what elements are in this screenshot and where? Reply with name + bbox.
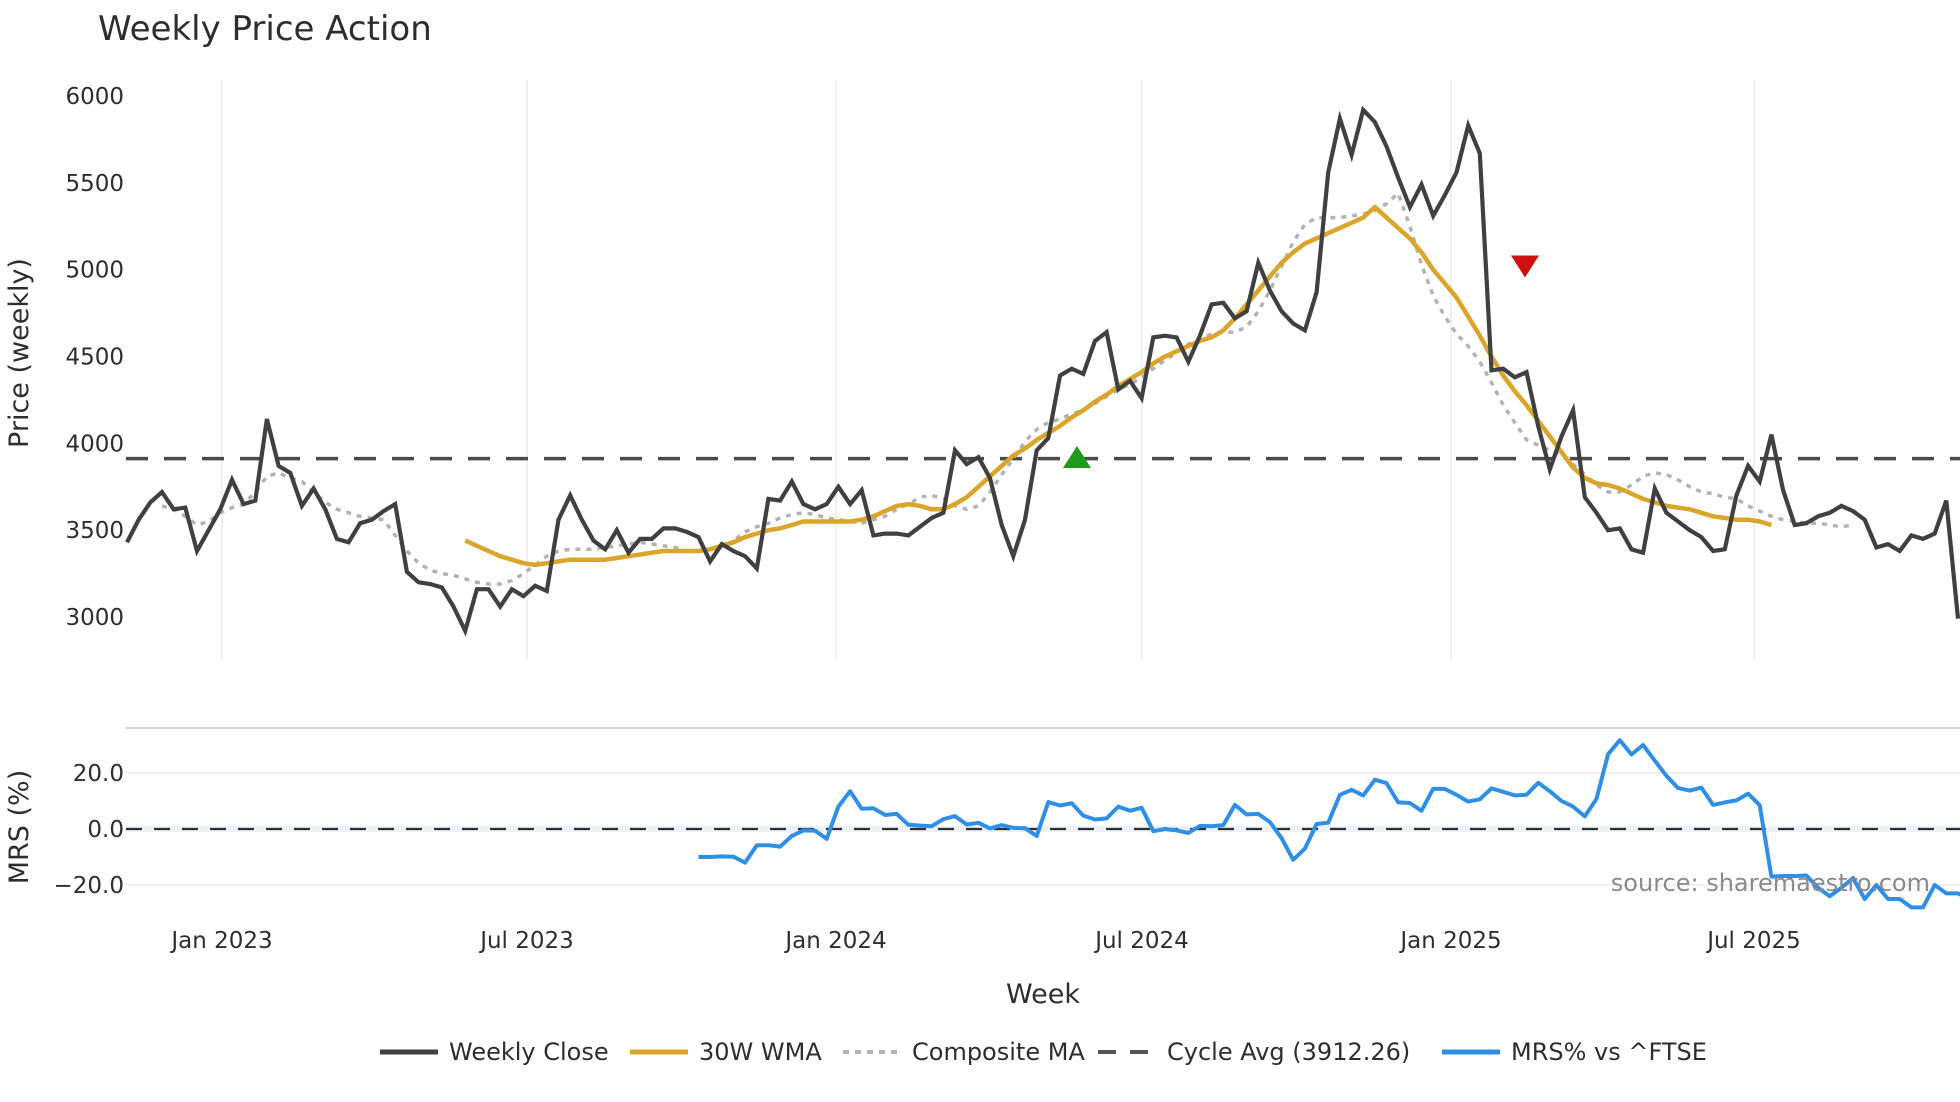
price-y-tick: 5000 [65,258,124,284]
mrs-y-axis-label: MRS (%) [4,770,35,885]
legend-label: Composite MA [912,1038,1085,1066]
mrs-y-ticks: 20.0 0.0 −20.0 [54,761,124,899]
mrs-y-tick: 20.0 [73,761,124,787]
legend-label: 30W WMA [699,1038,822,1066]
x-ticks: Jan 2023 Jul 2023 Jan 2024 Jul 2024 Jan 2025… [169,928,1800,954]
price-y-tick: 5500 [65,171,124,197]
price-gridlines [221,80,1755,660]
chart-title: Weekly Price Action [98,9,432,49]
mrs-line [698,738,1960,910]
x-tick: Jan 2023 [169,928,272,954]
x-tick: Jan 2024 [783,928,886,954]
weekly-close-line [125,105,1960,637]
sell-signal-icon [1511,255,1539,278]
price-y-tick: 4000 [65,431,124,457]
price-y-ticks: 6000 5500 5000 4500 4000 3500 3000 [65,84,124,631]
legend-item[interactable]: 30W WMA [630,1038,822,1066]
legend-item[interactable]: Composite MA [843,1038,1085,1066]
composite-ma-line [161,190,1854,586]
x-tick: Jan 2025 [1398,928,1501,954]
price-y-tick: 4500 [65,345,124,371]
legend-item[interactable]: Weekly Close [380,1038,609,1066]
mrs-y-tick: 0.0 [87,817,124,843]
price-y-axis-label: Price (weekly) [4,258,35,448]
legend-label: MRS% vs ^FTSE [1511,1038,1707,1066]
price-y-tick: 3000 [65,605,124,631]
mrs-gridlines [126,772,1960,886]
mrs-y-tick: −20.0 [54,873,124,899]
signal-markers [1063,255,1539,468]
price-y-tick: 3500 [65,518,124,544]
source-watermark: source: sharemaestro.com [1611,869,1930,897]
x-axis-label: Week [1006,979,1080,1010]
legend-label: Weekly Close [449,1038,609,1066]
buy-signal-icon [1063,445,1091,468]
x-tick: Jul 2024 [1093,928,1189,954]
x-tick: Jul 2025 [1705,928,1801,954]
x-tick: Jul 2023 [478,928,574,954]
legend-label: Cycle Avg (3912.26) [1167,1038,1410,1066]
legend: Weekly Close 30W WMA Composite MA Cycle Avg… [380,1038,1707,1066]
price-y-tick: 6000 [65,84,124,110]
legend-item[interactable]: MRS% vs ^FTSE [1442,1038,1707,1066]
legend-item[interactable]: Cycle Avg (3912.26) [1098,1038,1410,1066]
